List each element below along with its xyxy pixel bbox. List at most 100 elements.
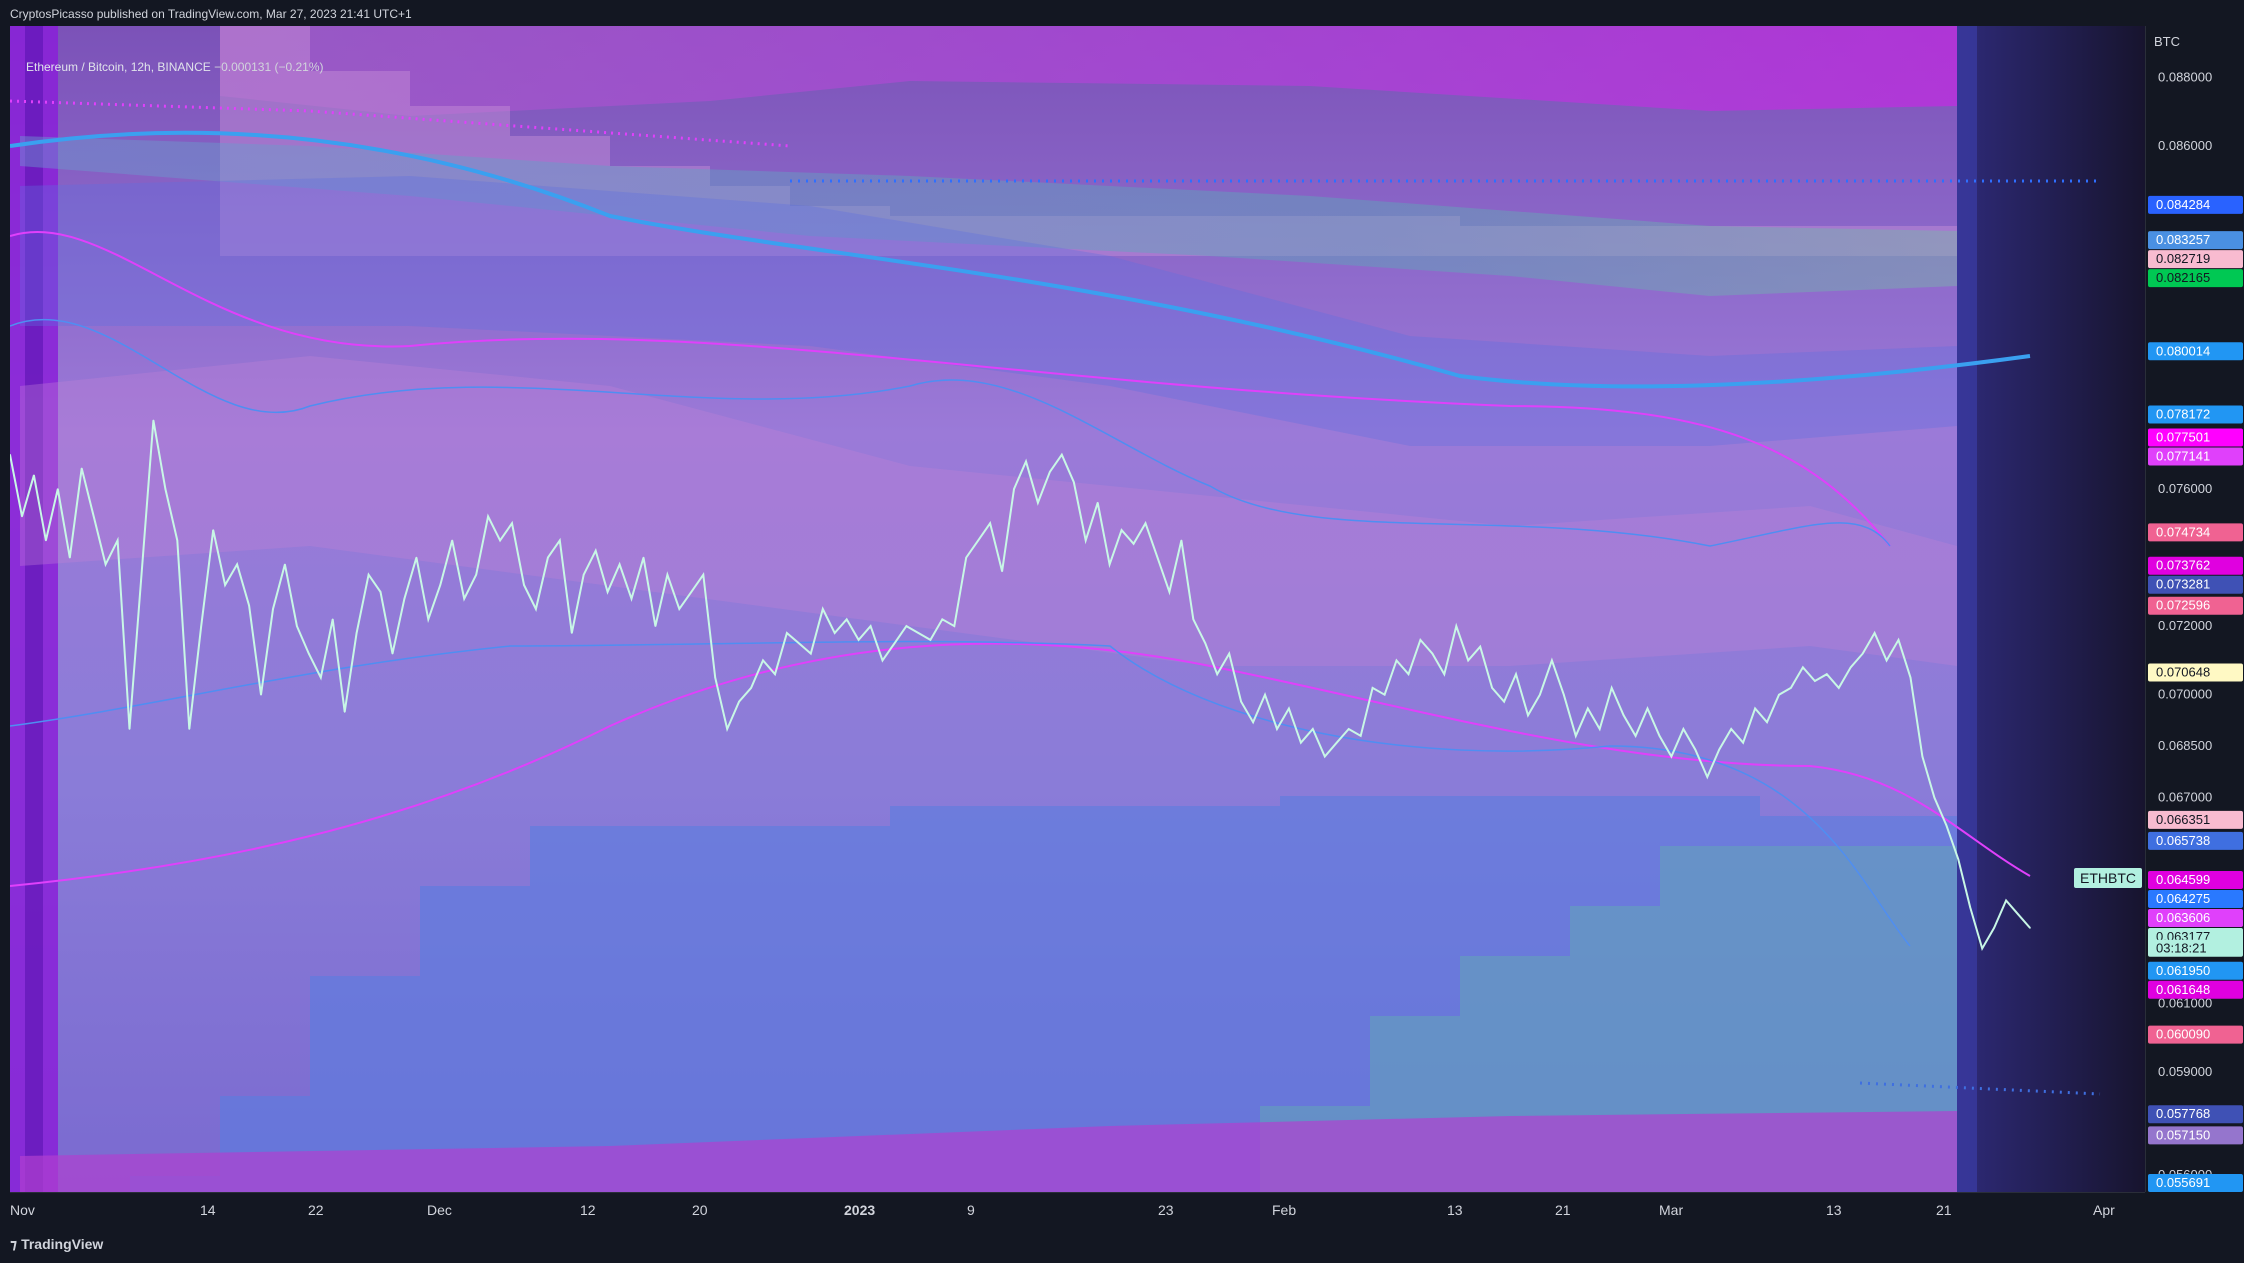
x-tick-label: 21 [1555,1202,1571,1218]
price-point [571,632,573,634]
price-point [905,625,908,627]
price-point [1610,687,1613,689]
price-point [714,676,716,679]
price-point [833,632,836,634]
price-point [1814,680,1816,682]
y-tick-label: 0.061000 [2158,995,2212,1010]
price-point [2029,927,2031,929]
price-point [439,584,442,586]
x-tick-label: 12 [580,1202,596,1218]
x-tick-label: 21 [1936,1202,1952,1218]
price-label-text: 0.077501 [2156,430,2210,445]
price-label-text: 0.073281 [2156,577,2210,592]
price-point [1718,748,1720,751]
price-point [1108,563,1111,566]
price-label-text: 0.072596 [2156,598,2210,613]
price-point [1658,735,1661,737]
price-point [272,608,274,610]
price-point [308,652,310,655]
y-tick-label: 0.068500 [2158,738,2212,753]
price-label-text: 0.064599 [2156,872,2210,887]
price-point [1383,693,1386,696]
countdown-text: 03:18:21 [2156,941,2207,956]
price-point [45,539,47,542]
price-point [57,488,59,490]
brand-name: TradingView [21,1236,104,1252]
price-label-text: 0.083257 [2156,232,2210,247]
price-point [355,632,358,634]
price-point [116,539,119,542]
price-point [1479,645,1481,648]
price-point [1156,556,1159,559]
blue-upper-band [10,318,1891,547]
price-point [953,625,956,627]
chart-pane[interactable]: Ethereum / Bitcoin, 12h, BINANCE −0.0001… [10,26,2145,1192]
future-zone [1957,26,2145,1192]
price-point [798,642,800,645]
price-point [69,556,71,559]
future-zone-edge [1957,26,1977,1192]
price-point [1598,728,1601,730]
price-label-badge [2148,231,2243,250]
price-point [1778,693,1780,696]
price-point [1491,687,1493,689]
price-point [2005,899,2007,902]
price-point [1407,673,1410,675]
price-point [80,467,83,470]
price-point [248,604,250,607]
price-label-badge [2148,1126,2243,1145]
price-point [1001,570,1003,573]
price-point [1252,721,1254,723]
price-point [1754,707,1756,710]
chart-legend[interactable]: Ethereum / Bitcoin, 12h, BINANCE −0.0001… [26,60,324,74]
time-scale[interactable]: Nov 14 22 Dec 12 20 2023 9 23 Feb 13 21 Mar 13 21 Apr [10,1192,2145,1227]
price-point [726,728,728,730]
time-scale-svg: Nov 14 22 Dec 12 20 2023 9 23 Feb 13 21 Mar 13 21 Apr [10,1202,2115,1218]
price-scale[interactable]: 0.088000 0.086000 0.076000 0.072000 0.070000… [2145,26,2244,1192]
price-point [176,539,179,542]
price-point [33,474,35,477]
price-point [1132,543,1135,545]
price-label-text: 0.055691 [2156,1175,2210,1190]
price-label-badge [2148,871,2243,889]
y-tick-label: 0.070000 [2158,687,2212,702]
price-point [559,539,561,542]
price-point [188,728,191,730]
price-point [1288,707,1290,710]
left-session-band-inner [25,26,43,1192]
price-point [1933,796,1936,799]
price-point [128,728,131,730]
price-label-badge [2148,269,2243,288]
price-label-text: 0.061648 [2156,982,2210,997]
dotted-lower-projection [1859,1081,2101,1096]
price-point [379,591,382,593]
price-point [1300,741,1302,744]
price-point [1575,735,1577,737]
price-point [1527,714,1529,717]
price-point [1049,471,1051,473]
price-label-text: 0.078172 [2156,407,2210,422]
price-point [1539,693,1541,696]
x-tick-label: 9 [967,1202,975,1218]
y-tick-label: 0.088000 [2158,69,2212,84]
price-chart-svg[interactable] [10,26,2145,1192]
price-point [1228,652,1230,655]
price-point [642,556,645,559]
indicator-lines-layer [10,99,2101,1096]
price-label-badge [2148,831,2243,850]
price-point [403,597,406,600]
tradingview-logo[interactable]: ⁊ TradingView [10,1236,103,1253]
price-point [415,556,418,559]
price-point [1503,700,1505,703]
price-point [1431,652,1434,655]
price-point [1312,728,1314,730]
price-label-badge [2148,523,2243,542]
price-point [1335,741,1338,744]
price-point [1359,735,1362,737]
price-label-badge [2148,342,2243,361]
price-label-text: 0.064275 [2156,891,2210,906]
price-point [463,597,466,600]
price-point [2017,913,2019,915]
y-tick-label: 0.072000 [2158,618,2212,633]
price-point [618,563,621,566]
